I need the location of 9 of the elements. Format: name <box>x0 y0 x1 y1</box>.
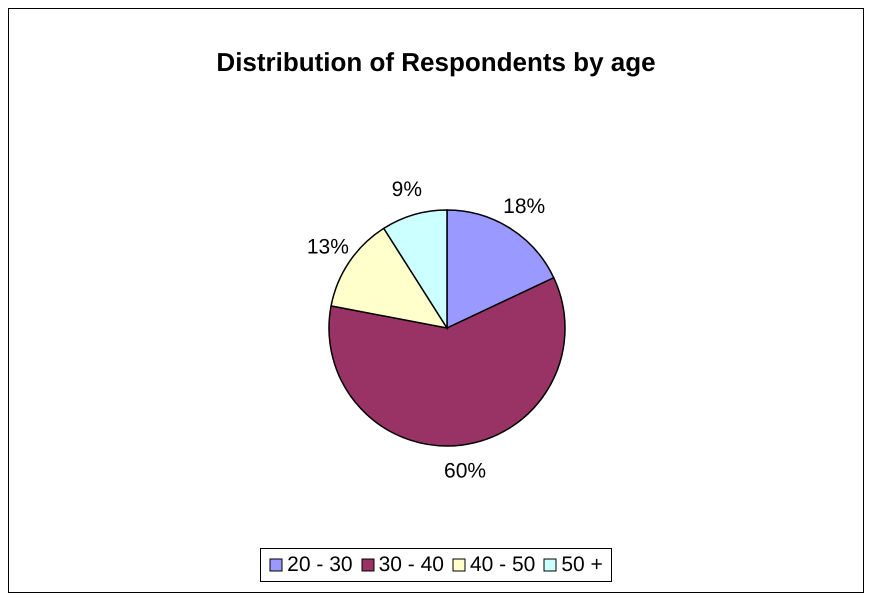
legend-label: 30 - 40 <box>378 553 444 577</box>
data-label: 60% <box>444 459 486 482</box>
data-label: 13% <box>306 236 349 259</box>
chart-title: Distribution of Respondents by age <box>215 47 657 78</box>
data-label: 18% <box>503 194 546 218</box>
legend-label: 20 - 30 <box>286 553 353 577</box>
data-label: 9% <box>392 178 422 202</box>
legend-label: 40 - 50 <box>468 553 536 577</box>
legend-label: 50 + <box>560 553 603 577</box>
